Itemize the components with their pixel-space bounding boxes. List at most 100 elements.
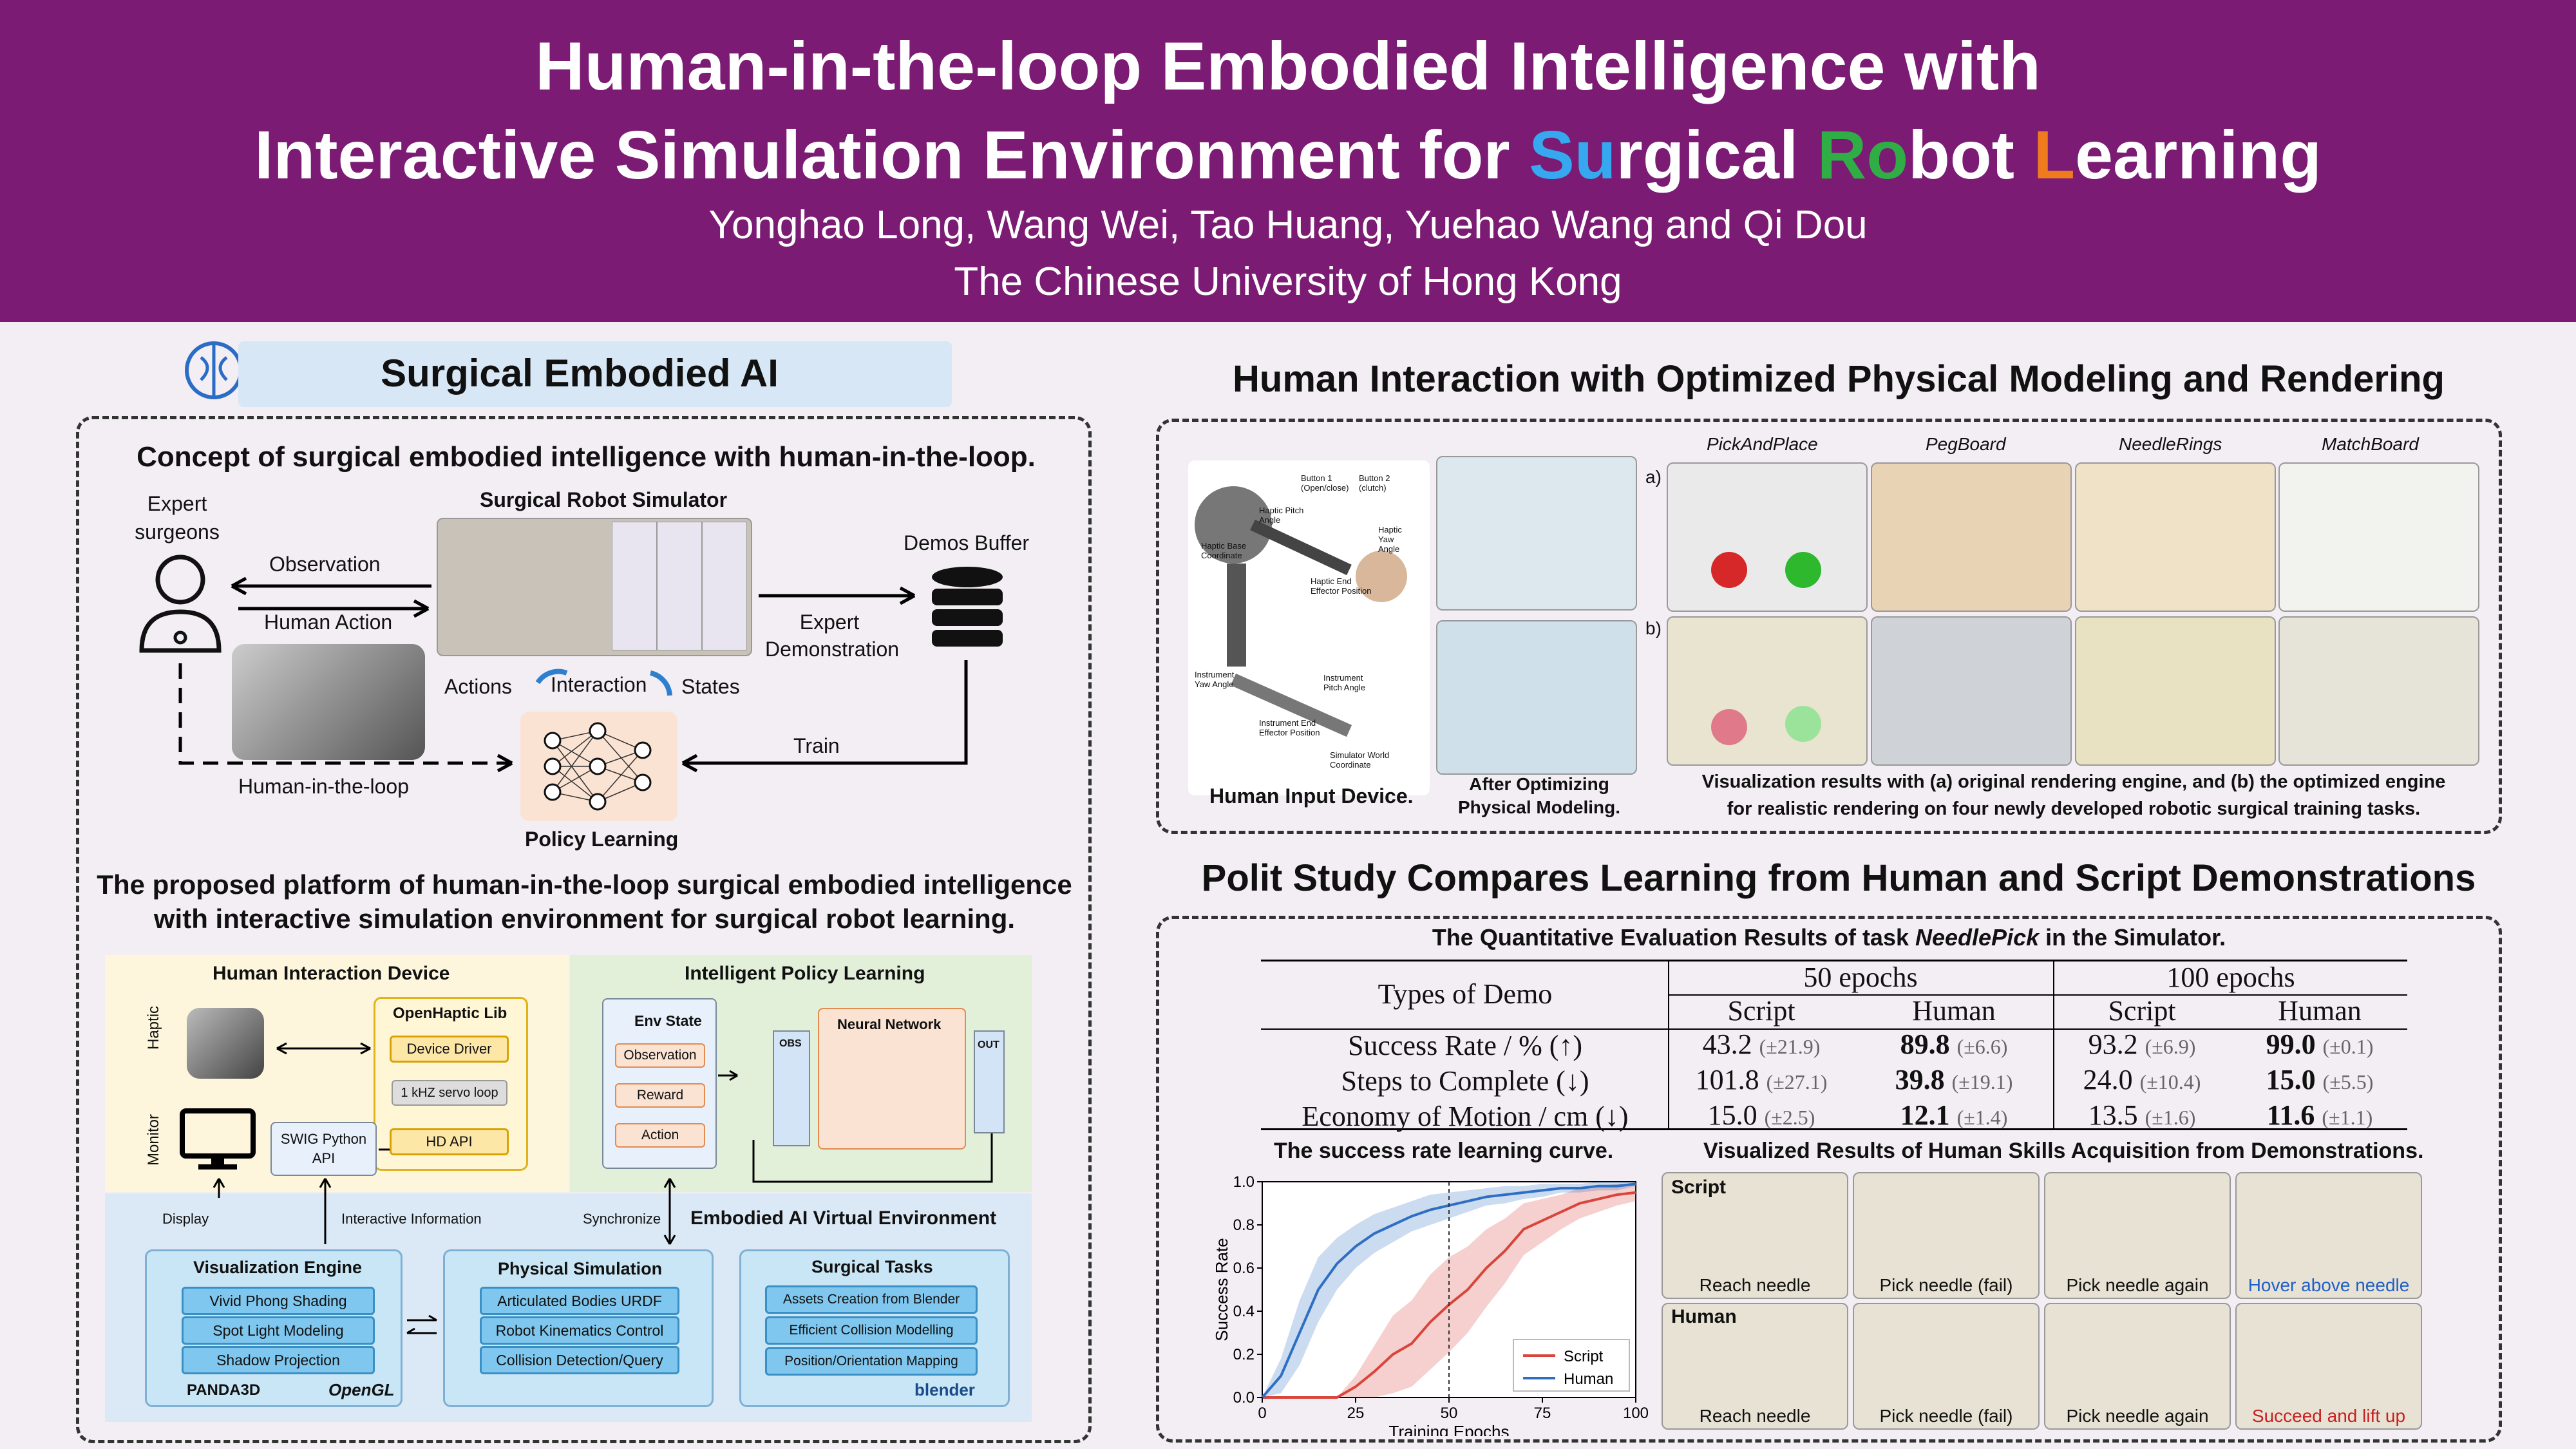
device-label-4: Haptic Base Coordinate [1201,541,1247,560]
left-section-title: Surgical Embodied AI [381,352,779,395]
surgeon-icon [135,551,225,654]
simulator-label: Surgical Robot Simulator [480,488,728,511]
blender-logo: blender [914,1380,975,1399]
task-name-1: PickAndPlace [1707,434,1818,454]
expert-label: Expert surgeons [135,492,220,544]
phys-sim-title: Physical Simulation [498,1259,663,1278]
script-step-label-4: Hover above needle [2248,1275,2410,1295]
device-label-6: Haptic Yaw Angle [1378,525,1402,554]
hitl-label: Human-in-the-loop [238,775,410,798]
epochs-100-header: 100 epochs [2166,961,2295,993]
script-step-1 [1662,1172,1848,1299]
script-step-3 [2044,1172,2231,1299]
y-tick-label: 0.6 [1233,1260,1255,1277]
vis-item-2: Spot Light Modeling [182,1316,375,1345]
human-step-label-4: Succeed and lift up [2251,1406,2406,1426]
y-axis-label: Success Rate [1212,1238,1231,1341]
value-cell: 11.6 (±1.1) [2266,1099,2373,1131]
task-name-3: NeedleRings [2119,434,2222,454]
curve-title: The success rate learning curve. [1274,1139,1614,1163]
human-header-100: Human [2278,995,2362,1027]
value-cell: 13.5 (±1.6) [2088,1099,2196,1131]
demos-buffer-label: Demos Buffer [904,531,1030,554]
right-top-title: Human Interaction with Optimized Physica… [1233,358,2445,400]
haptic-device-photo [232,644,425,760]
human-row-label: Human [1671,1306,1737,1327]
institution: The Chinese University of Hong Kong [954,260,1622,304]
row-b-label: b) [1645,618,1662,638]
authors: Yonghao Long, Wang Wei, Tao Huang, Yueha… [708,203,1868,247]
device-label-9: Instrument End Effector Position [1259,718,1320,737]
task-a-4 [2278,462,2479,612]
vis-item-1: Vivid Phong Shading [182,1287,375,1315]
table-rule-bottom [1261,1128,2407,1130]
poster-header: Human-in-the-loop Embodied Intelligence … [0,0,2576,322]
expert-demo-label: Expert Demonstration [765,611,900,661]
table-rule-mid [1261,1028,2407,1030]
human-step-3 [2044,1303,2231,1430]
value-cell: 15.0 (±2.5) [1707,1099,1815,1131]
value-cell: 12.1 (±1.4) [1900,1099,2008,1131]
title-line-2: Interactive Simulation Environment for S… [254,117,2322,193]
obs-chip: Observation [615,1043,705,1068]
task-b-3 [2075,616,2276,766]
after-caption: After Optimizing Physical Modeling. [1457,774,1621,817]
human-step-label-3: Pick needle again [2066,1406,2209,1426]
right-bottom-title: Polit Study Compares Learning from Human… [1201,857,2476,899]
swig-box: SWIG Python API [270,1122,377,1176]
task-a-1 [1667,462,1868,612]
table-vsep-1 [1668,960,1669,1128]
table-vsep-2 [2053,960,2054,1128]
interactive-info-label: Interactive Information [341,1211,482,1227]
device-label-1: Button 1 (Open/close) [1301,473,1349,493]
script-step-2 [1853,1172,2040,1299]
interaction-label: Interaction [551,673,647,696]
value-cell: 24.0 (±10.4) [2083,1064,2201,1095]
task-b-4 [2278,616,2479,766]
platform-title-2: with interactive simulation environment … [153,904,1016,934]
out-layer [974,1030,1005,1133]
env-state-title: Env State [634,1012,702,1029]
value-cell: 89.8 (±6.6) [1900,1028,2008,1060]
left-panel [76,416,1092,1443]
task-item-2: Efficient Collision Modelling [765,1316,978,1345]
device-label-7: Instrument Yaw Angle [1195,670,1235,689]
row-a-label: a) [1645,467,1662,487]
table-row: Success Rate / % (↑) 43.2 (±21.9) 89.8 (… [1262,1028,2409,1063]
database-icon [929,565,1006,649]
script-row-label: Script [1671,1177,1727,1198]
left-title-bar [238,341,952,407]
right-bottom-panel [1156,916,2502,1443]
hid-title: Human Interaction Device [213,963,450,984]
x-tick-label: 25 [1347,1405,1365,1422]
value-cell: 101.8 (±27.1) [1695,1064,1828,1095]
hid-arrows [213,1042,993,1334]
right-top-panel [1156,419,2502,834]
script-step-label-1: Reach needle [1699,1275,1811,1295]
device-annotations: Button 1 (Open/close) Button 2 (clutch) … [1191,457,1433,792]
human-header-50: Human [1912,995,1996,1027]
table-title: The Quantitative Evaluation Results of t… [1432,924,2226,951]
human-step-label-1: Reach needle [1699,1406,1811,1426]
concept-title: Concept of surgical embodied intelligenc… [137,441,1036,473]
value-cell: 43.2 (±21.9) [1702,1028,1821,1060]
nn-title: Neural Network [837,1016,942,1032]
skills-title: Visualized Results of Human Skills Acqui… [1703,1139,2424,1163]
concept-arrows [178,576,968,773]
device-caption: Human Input Device. [1209,784,1414,808]
x-tick-label: 50 [1441,1405,1458,1422]
device-label-3: Haptic Pitch Angle [1259,506,1304,525]
value-cell: 15.0 (±5.5) [2266,1064,2374,1095]
epochs-50-header: 50 epochs [1803,961,1918,993]
legend-label: Human [1564,1370,1613,1388]
human-step-1 [1662,1303,1848,1430]
device-label-2: Button 2 (clutch) [1359,473,1390,493]
reward-chip: Reward [615,1083,705,1108]
results-table: Types of Demo 50 epochs 100 epochs Scrip… [1262,961,2409,1134]
device-label-8: Instrument Pitch Angle [1323,673,1366,692]
task-a-2 [1871,462,2072,612]
device-label-5: Haptic End Effector Position [1311,576,1372,596]
task-item-1: Assets Creation from Blender [765,1285,978,1314]
device-driver-chip: Device Driver [390,1036,509,1063]
phys-item-3: Collision Detection/Query [480,1346,679,1374]
